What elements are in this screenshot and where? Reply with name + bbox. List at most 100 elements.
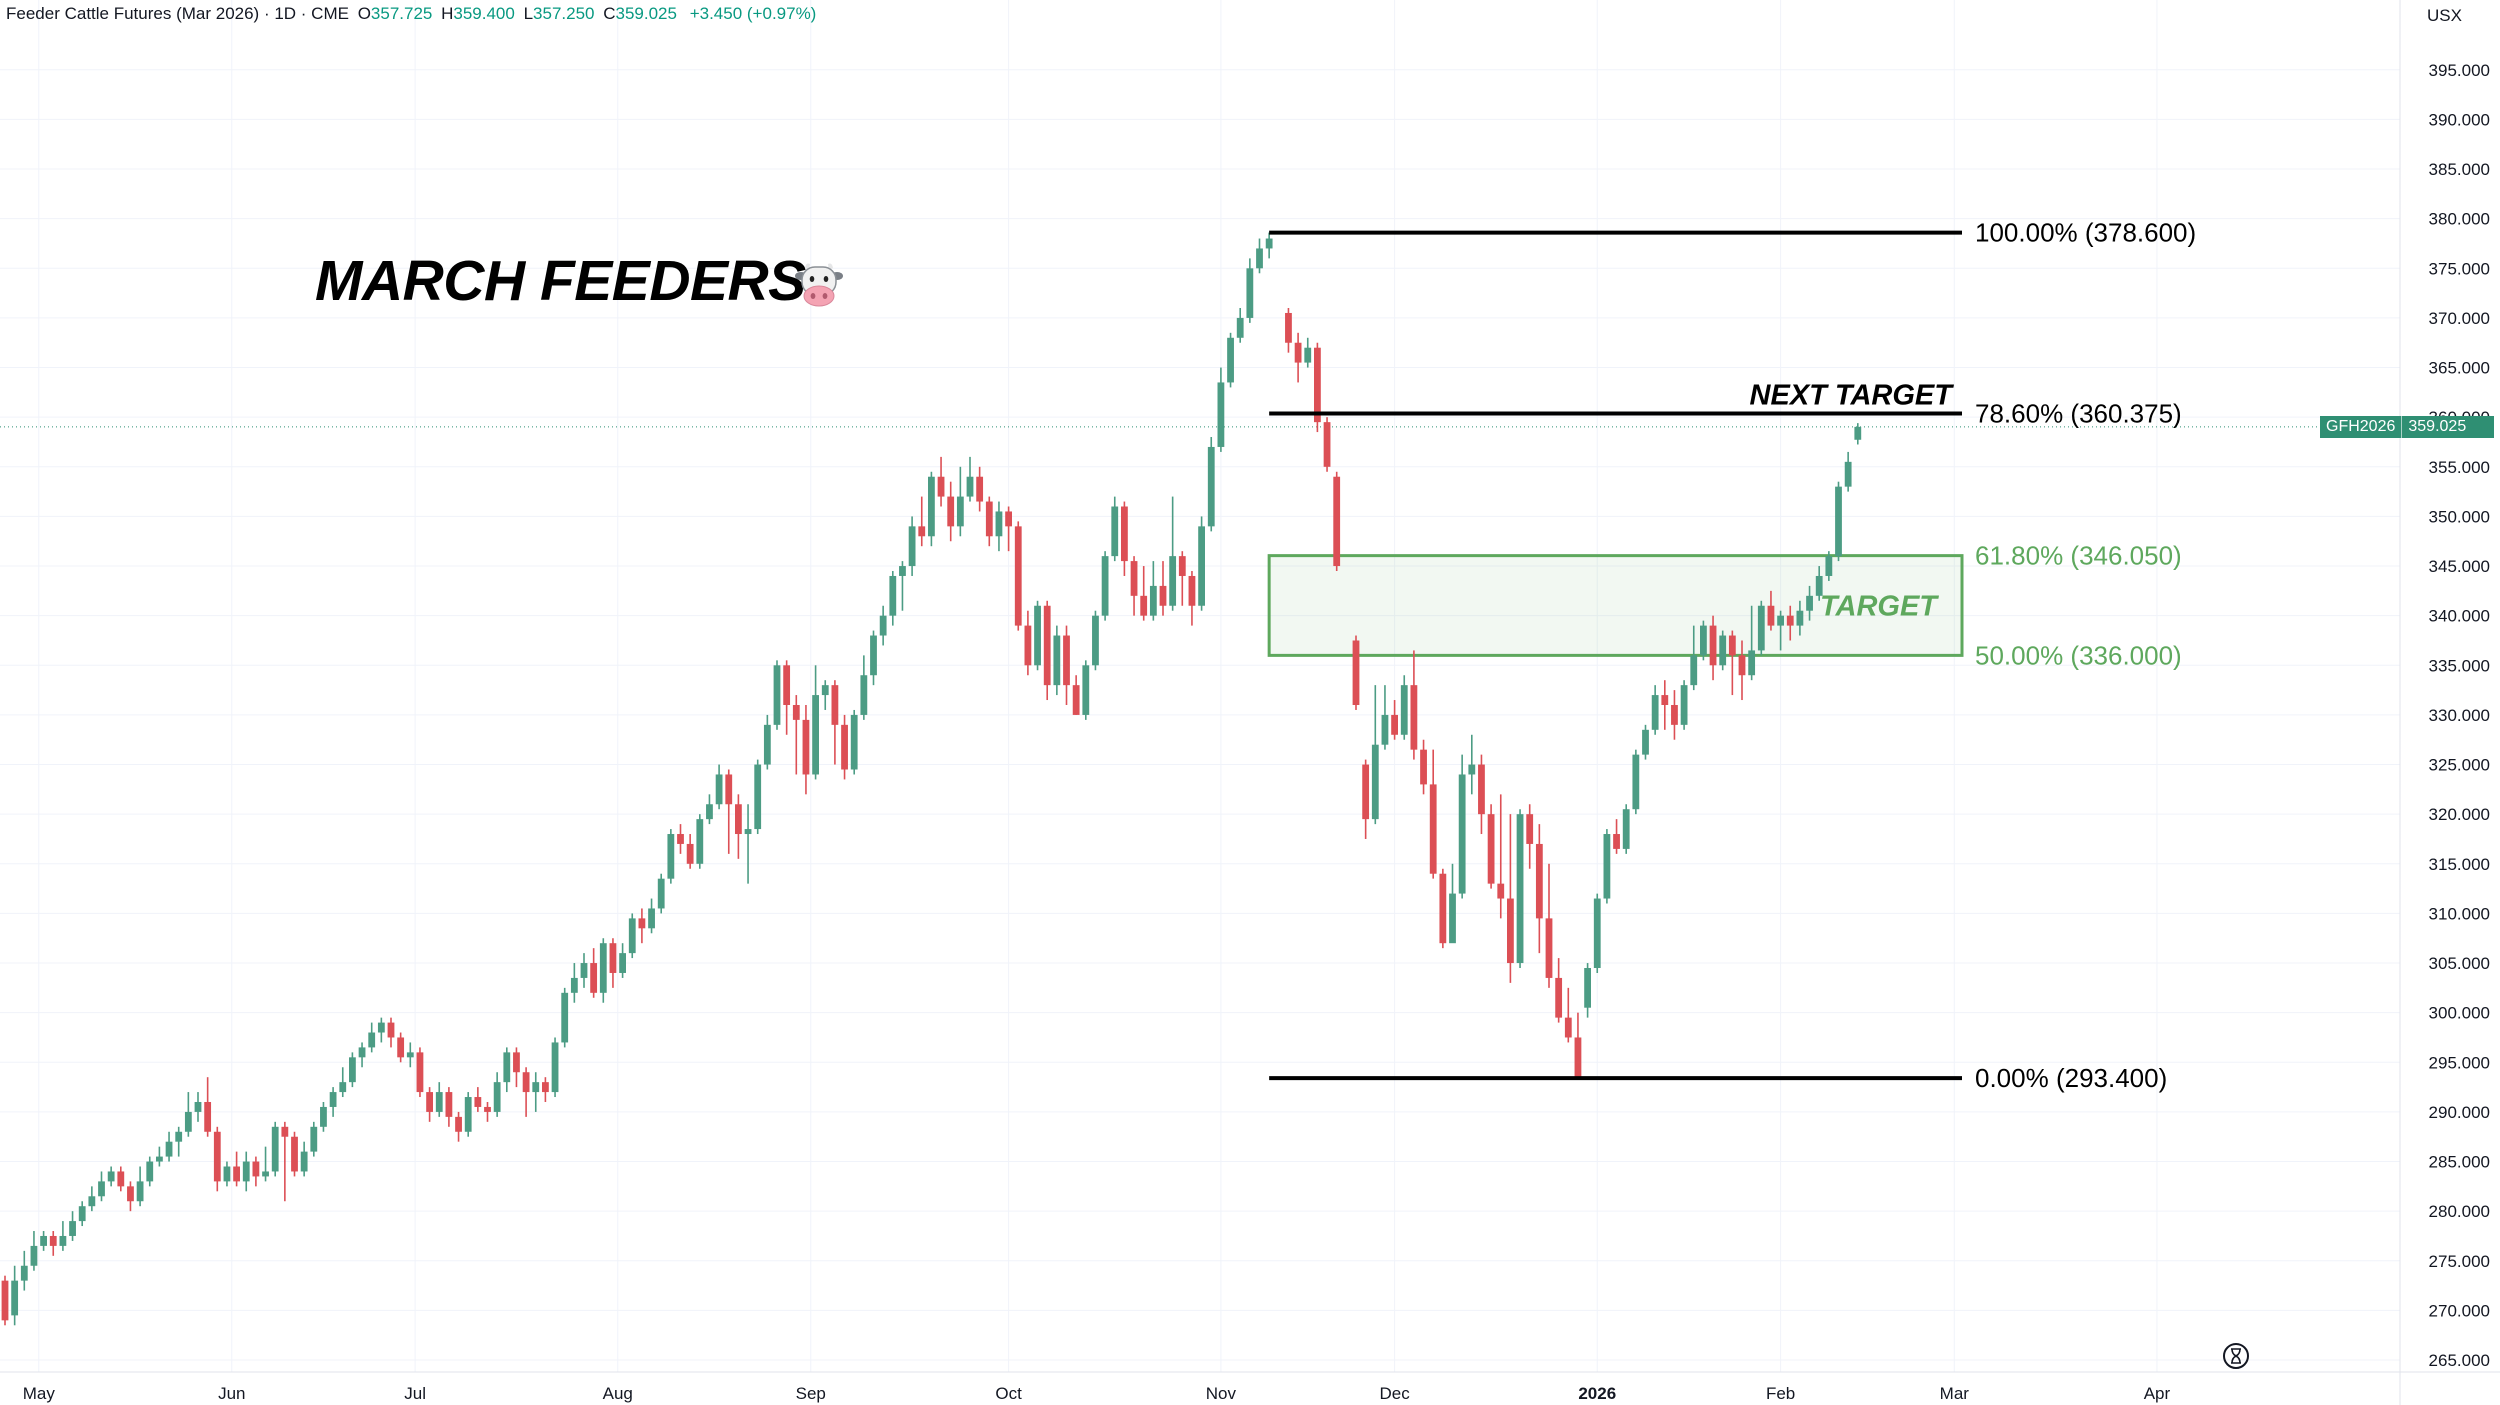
clock-icon[interactable] [2222,1342,2250,1370]
currency-label[interactable]: USX [2427,6,2462,25]
candle-down [918,526,926,537]
candle-down [1130,561,1138,596]
candle-up [1034,605,1041,666]
candle-down [831,685,839,725]
price-tick-label: 370.000 [2429,309,2490,328]
price-tick-label: 305.000 [2429,954,2490,973]
cow-face-icon [795,262,843,308]
candle-up [570,977,578,993]
candle-up [300,1151,308,1172]
time-tick-label: Mar [1940,1384,1970,1403]
candle-up [1101,556,1109,616]
candle-down [455,1116,462,1132]
candle-up [435,1092,443,1112]
close-value: 359.025 [615,4,677,23]
candle-down [1564,1017,1572,1038]
price-tick-label: 395.000 [2429,61,2490,80]
candle-down [725,774,733,805]
candle-up [648,908,655,929]
candle-up [773,665,781,725]
candle-down [1024,625,1032,666]
symbol-title[interactable]: Feeder Cattle Futures (Mar 2026) · 1D · … [6,4,349,23]
candle-up [156,1156,163,1162]
candle-down [1063,635,1070,686]
candle-up [889,575,897,616]
price-tick-label: 290.000 [2429,1103,2490,1122]
annotation-title[interactable]: MARCH FEEDERS [315,249,806,313]
candle-down [1535,843,1543,919]
candle-down [609,943,617,973]
candle-up [995,511,1003,537]
candle-up [377,1022,385,1033]
candle-up [956,496,964,527]
candle-up [1603,834,1611,899]
candle-up [706,804,713,820]
candle-up [1265,238,1273,249]
candle-down [841,724,848,770]
candle-up [1400,685,1408,735]
candle-down [1410,685,1418,750]
candle-down [1188,575,1196,606]
candle-up [223,1166,231,1182]
candle-up [69,1221,76,1236]
candle-down [783,665,791,705]
candle-down [677,834,684,844]
price-tick-label: 385.000 [2429,160,2490,179]
candle-up [1227,337,1234,383]
candle-up [821,685,829,696]
candle-up [59,1235,67,1246]
candle-down [1121,506,1128,562]
price-tick-label: 335.000 [2429,656,2490,675]
candle-up [1207,446,1215,527]
low-label: L [523,4,534,23]
candle-down [1767,605,1775,626]
time-tick-label: 2026 [1578,1384,1616,1403]
candle-up [1593,898,1601,969]
candle-down [976,476,984,502]
time-tick-label: Sep [796,1384,826,1403]
candle-down [1285,312,1292,343]
time-tick-label: May [23,1384,56,1403]
candle-down [387,1022,395,1038]
candle-up [908,526,916,567]
candle-down [590,963,598,993]
candle-up [98,1181,105,1197]
open-value: 357.725 [370,4,433,23]
candle-up [262,1171,269,1177]
candle-down [1738,655,1746,676]
candle-up [1111,506,1119,557]
price-tick-label: 365.000 [2429,359,2490,378]
candle-up [30,1245,38,1266]
candle-up [271,1126,279,1172]
price-tick-label: 310.000 [2429,904,2490,923]
candle-up [1458,774,1466,894]
candle-up [1757,605,1765,651]
candle-up [1806,595,1813,611]
price-tick-label: 270.000 [2429,1301,2490,1320]
candle-up [368,1032,376,1048]
price-tick-label: 315.000 [2429,855,2490,874]
candle-up [1700,625,1707,656]
candle-up [406,1052,414,1058]
symbol-header: Feeder Cattle Futures (Mar 2026) · 1D · … [6,4,816,24]
candle-up [310,1126,318,1152]
candle-down [1,1280,9,1321]
candle-up [860,675,868,715]
candle-down [1005,511,1012,527]
time-tick-label: Jul [404,1384,426,1403]
candle-up [184,1111,192,1132]
candle-down [1574,1037,1582,1079]
candle-up [165,1141,173,1157]
last-price-tag[interactable]: GFH2026 359.025 [2320,415,2494,438]
candle-down [1420,749,1427,785]
candle-down [397,1037,405,1058]
candle-up [1815,575,1823,596]
candle-up [1381,714,1389,745]
candle-up [628,918,636,954]
fib-level-label: 100.00% (378.600) [1975,218,2196,248]
candle-down [1014,526,1022,626]
next-target-label: NEXT TARGET [1750,379,1955,411]
candle-up [320,1106,327,1127]
